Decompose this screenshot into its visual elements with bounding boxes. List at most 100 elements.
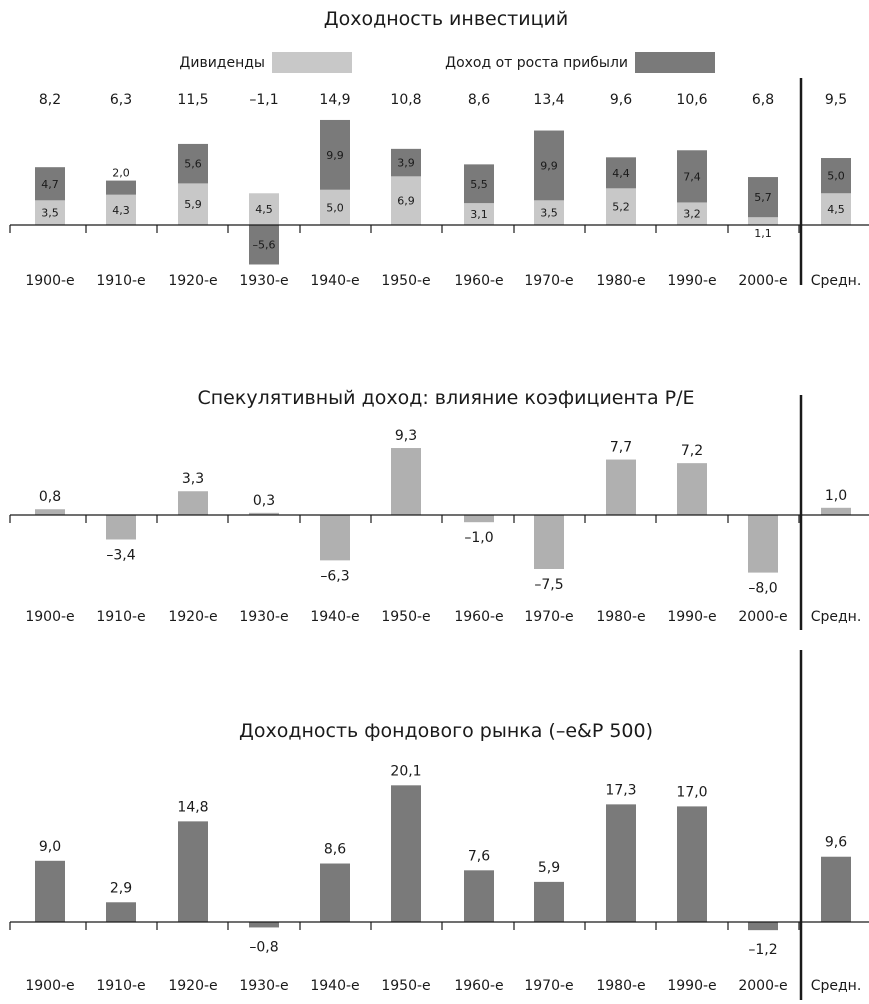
dividend-bar (35, 200, 65, 225)
market-return-tick-label: 1940-е (310, 978, 359, 994)
dividend-bar (178, 183, 208, 225)
total-return-label: 6,3 (110, 92, 132, 108)
growth-bar (249, 225, 279, 265)
market-value-label: 9,6 (825, 835, 847, 851)
growth-bar (106, 180, 136, 195)
speculative-return-tick-label: 1990-е (667, 609, 716, 625)
investment-return-tick-label: 1930-е (239, 273, 288, 289)
investment-return-tick-label: 1900-е (25, 273, 74, 289)
speculative-return-tick-label: 1980-е (596, 609, 645, 625)
dividend-bar (320, 189, 350, 225)
growth-value-label: 4,7 (41, 178, 59, 191)
investment-return-title: Доходность инвестиций (324, 8, 568, 30)
growth-value-label: 9,9 (540, 159, 558, 172)
market-return-tick-label: Средн. (811, 978, 862, 994)
speculative-return-tick-label: 1920-е (168, 609, 217, 625)
market-value-label: 17,3 (605, 782, 636, 798)
market-value-label: –0,8 (249, 939, 278, 955)
speculative-bar (821, 507, 851, 515)
dividend-value-label: 3,2 (683, 208, 701, 221)
speculative-value-label: –7,5 (534, 577, 563, 593)
growth-bar (534, 130, 564, 201)
market-return-bars: 9,0 2,9 14,8 –0,8 8,6 20,1 7,6 5,9 17,3 17,0 –1,2 9… (9, 763, 869, 994)
speculative-bar (249, 512, 279, 515)
growth-value-label: 3,9 (397, 157, 415, 170)
speculative-return-tick-label: 1940-е (310, 609, 359, 625)
speculative-value-label: 0,3 (253, 493, 275, 509)
dividend-value-label: 3,1 (470, 208, 488, 221)
speculative-value-label: 1,0 (825, 488, 847, 504)
dividend-bar (464, 203, 494, 225)
growth-bar (178, 143, 208, 184)
investment-return-bars: 3,5 4,7 8,2 4,3 2,0 6,3 5,9 5,6 11,5 4,5 –5,6 –1,1 5… (9, 92, 869, 289)
total-return-label: 11,5 (177, 92, 208, 108)
dividend-value-label: 1,1 (754, 227, 772, 240)
speculative-return-tick-label: Средн. (811, 609, 862, 625)
market-return-tick-label: 1920-е (168, 978, 217, 994)
growth-value-label: 2,0 (112, 167, 130, 180)
dividend-value-label: 4,5 (255, 203, 273, 216)
speculative-bar (320, 515, 350, 561)
speculative-value-label: 0,8 (39, 489, 61, 505)
market-value-label: 5,9 (538, 860, 560, 876)
growth-bar (320, 119, 350, 190)
investment-return-tick-label: 1940-е (310, 273, 359, 289)
growth-value-label: 5,0 (827, 170, 845, 183)
market-bar (534, 881, 564, 922)
speculative-return-panel: Спекулятивный доход: влияние коэфициента… (9, 387, 869, 625)
growth-bar (35, 167, 65, 201)
market-bar (35, 860, 65, 922)
speculative-bar (748, 515, 778, 573)
total-return-label: 13,4 (533, 92, 564, 108)
growth-value-label: 9,9 (326, 149, 344, 162)
dividend-bar (821, 193, 851, 225)
market-return-panel: Доходность фондового рынка (–e&P 500) 9,… (9, 720, 869, 994)
dividend-value-label: 3,5 (540, 207, 558, 220)
market-value-label: –1,2 (748, 942, 777, 958)
growth-value-label: 5,7 (754, 191, 772, 204)
market-return-tick-label: 1970-е (524, 978, 573, 994)
speculative-value-label: 9,3 (395, 428, 417, 444)
market-return-tick-label: 1910-е (96, 978, 145, 994)
speculative-value-label: 7,7 (610, 440, 632, 456)
total-return-label: 8,2 (39, 92, 61, 108)
speculative-return-tick-label: 1970-е (524, 609, 573, 625)
investment-return-tick-label: 1990-е (667, 273, 716, 289)
market-bar (178, 821, 208, 922)
speculative-bar (606, 459, 636, 515)
market-value-label: 8,6 (324, 842, 346, 858)
market-return-tick-label: 1900-е (25, 978, 74, 994)
speculative-value-label: 3,3 (182, 471, 204, 487)
dividend-value-label: 4,5 (827, 203, 845, 216)
speculative-bar (391, 448, 421, 515)
dividend-bar (249, 193, 279, 225)
speculative-return-tick-label: 1900-е (25, 609, 74, 625)
investment-return-tick-label: 1950-е (381, 273, 430, 289)
dividend-value-label: 3,5 (41, 207, 59, 220)
market-value-label: 17,0 (676, 784, 707, 800)
market-bar (677, 806, 707, 922)
speculative-return-tick-label: 1910-е (96, 609, 145, 625)
market-bar (391, 785, 421, 922)
investment-return-tick-label: 2000-е (738, 273, 787, 289)
market-return-tick-label: 1980-е (596, 978, 645, 994)
investment-return-tick-label: Средн. (811, 273, 862, 289)
total-return-label: 8,6 (468, 92, 490, 108)
market-bar (106, 902, 136, 922)
growth-value-label: 5,6 (184, 158, 202, 171)
speculative-return-tick-label: 1930-е (239, 609, 288, 625)
growth-value-label: 4,4 (612, 167, 630, 180)
market-bar (748, 922, 778, 931)
investment-return-tick-label: 1970-е (524, 273, 573, 289)
speculative-return-tick-label: 1960-е (454, 609, 503, 625)
market-return-title: Доходность фондового рынка (–e&P 500) (239, 720, 653, 742)
legend-dividends-label: Дивиденды (179, 55, 265, 71)
dividend-value-label: 5,2 (612, 201, 630, 214)
total-return-label: 10,6 (676, 92, 707, 108)
speculative-bar (534, 515, 564, 569)
growth-bar (677, 150, 707, 203)
speculative-return-bars: 0,8 –3,4 3,3 0,3 –6,3 9,3 –1,0 –7,5 7,7 7,2 –8,0 1,… (9, 428, 869, 625)
market-return-tick-label: 2000-е (738, 978, 787, 994)
dividend-bar (677, 202, 707, 225)
